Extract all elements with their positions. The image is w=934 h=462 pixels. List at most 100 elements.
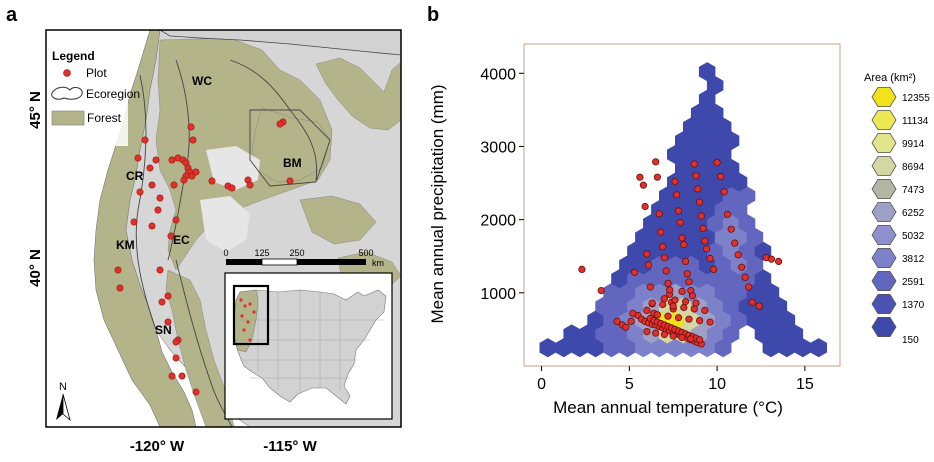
colorbar-cell: [871, 179, 897, 199]
scatter-plot: 0 5 10 15 1000 2000 3000 4000: [480, 43, 841, 393]
scatter-point: [664, 312, 672, 320]
y-tick-label: 2000: [480, 213, 516, 230]
colorbar-label: 2591: [902, 277, 925, 288]
scatter-point: [678, 333, 686, 342]
region-label-bm: BM: [283, 156, 302, 170]
scatter-point: [644, 261, 653, 269]
colorbar-cell: [871, 271, 897, 291]
colorbar-cell: [871, 225, 897, 245]
scatter-point: [630, 268, 639, 276]
map-legend: Legend Plot Ecoregion Forest: [48, 48, 140, 146]
legend-ecoregion-symbol: [51, 86, 83, 100]
y-axis-ticks: 1000 2000 3000 4000: [480, 66, 524, 303]
scatter-point: [706, 318, 714, 326]
colorbar-label: 9914: [902, 139, 925, 150]
scatter-point: [695, 316, 704, 325]
scatter-point: [664, 279, 672, 287]
scatter-point: [745, 283, 753, 291]
y-tick-label: 3000: [480, 139, 516, 156]
scatter-point: [627, 317, 635, 325]
scatter-point: [688, 292, 697, 300]
colorbar-cells: 12355 11134 9914 8694 7473 6252 5032 3812 2591 13…: [871, 87, 930, 346]
x-axis-ticks: 0 5 10 15: [537, 366, 814, 393]
y-axis-label: Mean annual precipitation (mm): [428, 84, 447, 323]
scatter-point: [683, 270, 691, 278]
scatter-point: [734, 251, 742, 259]
scatter-point: [578, 265, 586, 273]
scatter-point: [690, 305, 698, 313]
scatter-point: [713, 159, 721, 167]
scatter-point: [669, 332, 677, 340]
scatter-point: [694, 185, 702, 193]
scatter-point: [702, 245, 711, 253]
scatter-point: [706, 254, 714, 262]
scatter-point: [643, 306, 651, 314]
scatter-point: [648, 299, 656, 307]
scatter-point: [697, 212, 705, 220]
scatter-point: [653, 311, 662, 319]
colorbar-label: 11134: [902, 116, 929, 127]
scatter-point: [676, 219, 684, 227]
colorbar-label: 5032: [902, 231, 925, 242]
scatter-point: [653, 173, 662, 181]
scatter-point: [643, 250, 651, 258]
scatter-point: [646, 283, 655, 291]
scatter-point: [674, 314, 683, 322]
colorbar-label: 7473: [902, 185, 925, 196]
scale-tick-125: 125: [254, 248, 269, 258]
hex-cell: [698, 62, 716, 82]
x-tick-label: 15: [796, 376, 814, 393]
legend-item-plot: Plot: [86, 66, 107, 80]
scale-tick-250: 250: [289, 248, 304, 258]
scale-unit: km: [372, 258, 384, 268]
border-region: [159, 30, 401, 56]
colorbar-cell: [871, 156, 897, 176]
scatter-point: [680, 240, 688, 249]
scatter-point: [709, 265, 718, 273]
scatter-point: [727, 225, 735, 233]
nonforest-patch: [200, 196, 250, 252]
scatter-point: [666, 286, 674, 294]
x-tick-label: 10: [708, 376, 726, 393]
inset-map: [224, 272, 393, 420]
scatter-point: [660, 295, 669, 303]
scatter-point: [681, 297, 690, 306]
legend-item-forest: Forest: [87, 111, 122, 125]
scatter-point: [690, 160, 698, 168]
scatter-point: [671, 296, 679, 304]
map-frame: [45, 29, 402, 428]
region-label-cr: CR: [126, 169, 144, 183]
colorbar-label: 3812: [902, 254, 925, 265]
scatter-point: [716, 172, 725, 181]
scatter-point: [622, 323, 630, 331]
scatter-point: [671, 178, 679, 186]
scatter-point: [687, 335, 695, 343]
scatter-point: [731, 239, 739, 247]
scatter-point: [692, 172, 700, 180]
scatter-point: [755, 302, 763, 310]
colorbar-label: 6252: [902, 208, 925, 219]
legend-forest-swatch: [51, 110, 85, 126]
lon-label-120: -120° W: [130, 438, 185, 455]
scatter-point: [685, 315, 693, 323]
north-arrow-label: N: [59, 381, 67, 393]
scatter-point: [748, 298, 756, 306]
scatter-point: [659, 300, 667, 309]
scatter-point: [639, 181, 648, 189]
colorbar: Area (km²) 12355 11134 9914 8694 7473 6252 503…: [864, 72, 930, 346]
region-label-ec: EC: [173, 233, 190, 247]
lat-label-40: 40° N: [27, 249, 44, 287]
scatter-point: [597, 286, 605, 295]
inset-highlight-box: [232, 284, 270, 346]
scatter-point: [662, 267, 670, 275]
scatter-point: [660, 330, 669, 339]
y-tick-label: 4000: [480, 66, 516, 83]
legend-title: Legend: [52, 49, 95, 63]
scatter-point: [767, 255, 776, 263]
scatter-point: [738, 263, 746, 271]
scale-bar: 0 125 250 500 km: [223, 248, 384, 268]
colorbar-cell: [871, 133, 897, 153]
scatter-point: [774, 257, 783, 265]
legend-item-ecoregion: Ecoregion: [86, 87, 140, 101]
